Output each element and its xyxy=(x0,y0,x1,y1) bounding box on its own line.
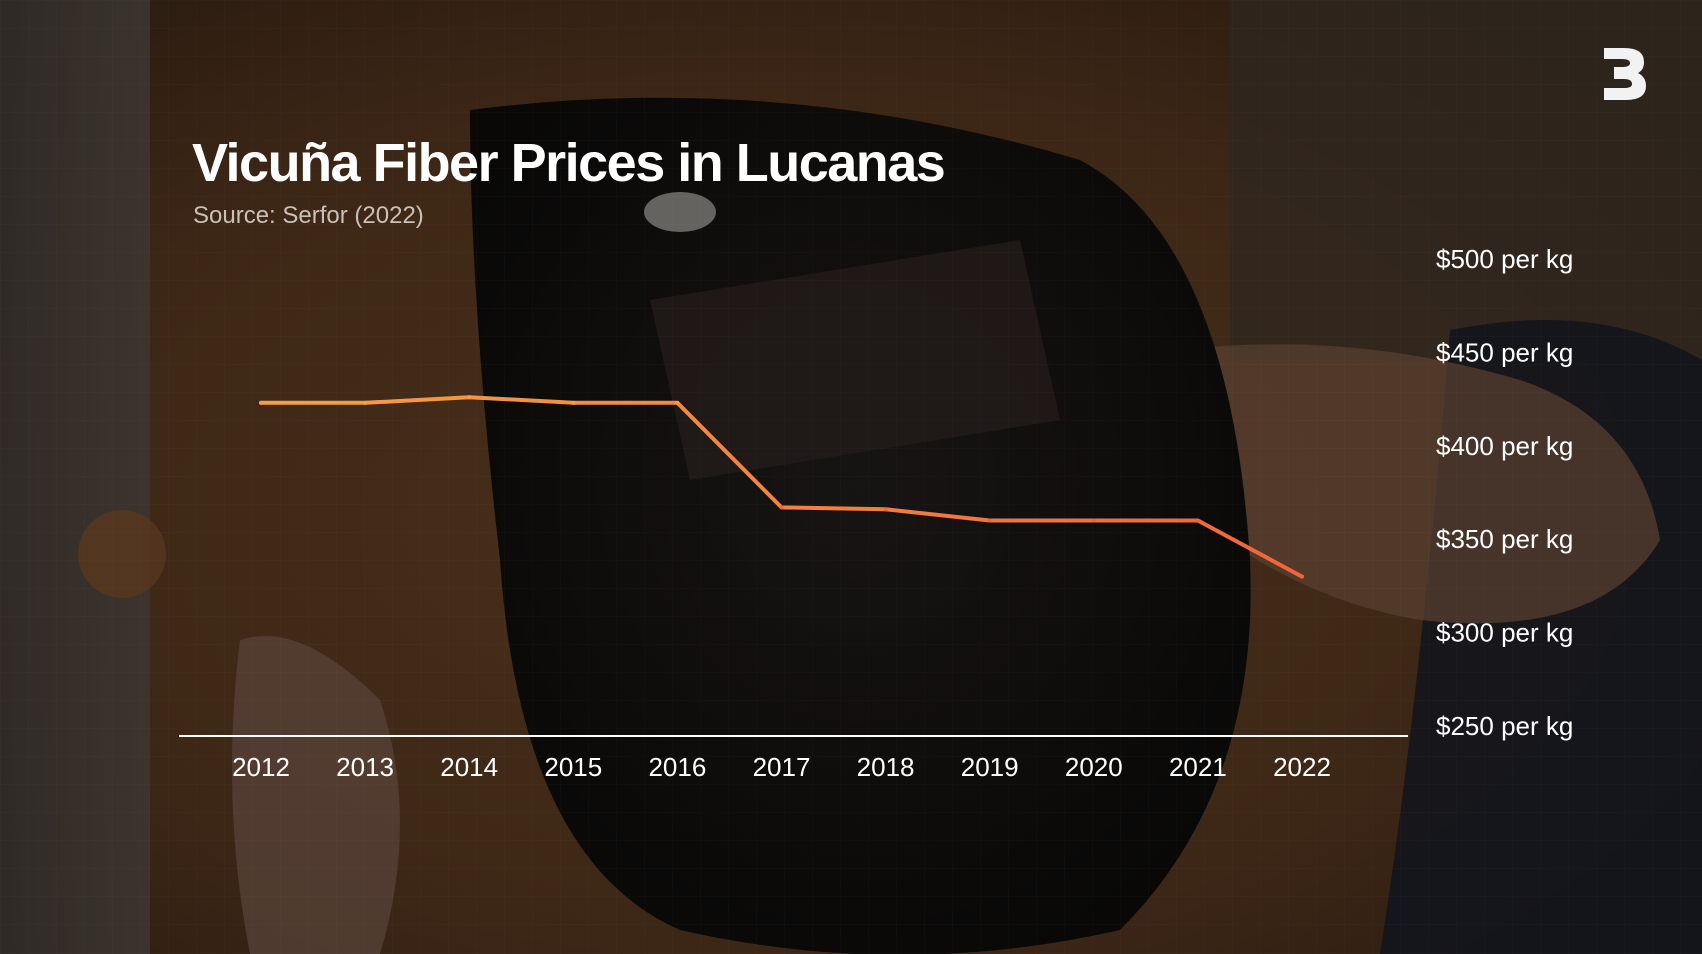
x-tick-label: 2015 xyxy=(544,752,602,782)
data-point xyxy=(1195,518,1200,523)
series-line xyxy=(259,395,1304,579)
y-axis-ticks: $500 per kg $450 per kg $400 per kg $350 pe… xyxy=(1436,244,1573,741)
chart-source: Source: Serfor (2022) xyxy=(193,202,424,229)
data-point xyxy=(675,400,680,405)
data-point xyxy=(259,400,263,405)
data-point xyxy=(467,395,472,400)
x-tick-label: 2012 xyxy=(232,752,290,782)
data-point xyxy=(883,507,888,512)
x-axis-ticks: 2012 2013 2014 2015 2016 2017 2018 2019 2020 2021… xyxy=(232,752,1331,782)
data-point xyxy=(1300,574,1304,579)
x-tick-label: 2017 xyxy=(753,752,811,782)
data-points xyxy=(259,395,1304,579)
data-point xyxy=(571,400,576,405)
x-tick-label: 2013 xyxy=(336,752,394,782)
data-point xyxy=(363,400,368,405)
data-point xyxy=(1091,518,1096,523)
x-tick-label: 2018 xyxy=(857,752,915,782)
x-tick-label: 2014 xyxy=(440,752,498,782)
y-tick-label: $500 per kg xyxy=(1436,244,1573,274)
chart-title: Vicuña Fiber Prices in Lucanas xyxy=(192,133,946,193)
y-tick-label: $350 per kg xyxy=(1436,524,1573,554)
y-tick-label: $450 per kg xyxy=(1436,337,1573,367)
b-logo-icon xyxy=(1604,48,1646,100)
y-tick-label: $250 per kg xyxy=(1436,711,1573,741)
y-tick-label: $400 per kg xyxy=(1436,431,1573,461)
data-point xyxy=(987,518,992,523)
x-tick-label: 2022 xyxy=(1273,752,1331,782)
x-tick-label: 2016 xyxy=(648,752,706,782)
y-tick-label: $300 per kg xyxy=(1436,618,1573,648)
x-tick-label: 2021 xyxy=(1169,752,1227,782)
x-tick-label: 2020 xyxy=(1065,752,1123,782)
data-point xyxy=(779,505,784,510)
x-tick-label: 2019 xyxy=(961,752,1019,782)
